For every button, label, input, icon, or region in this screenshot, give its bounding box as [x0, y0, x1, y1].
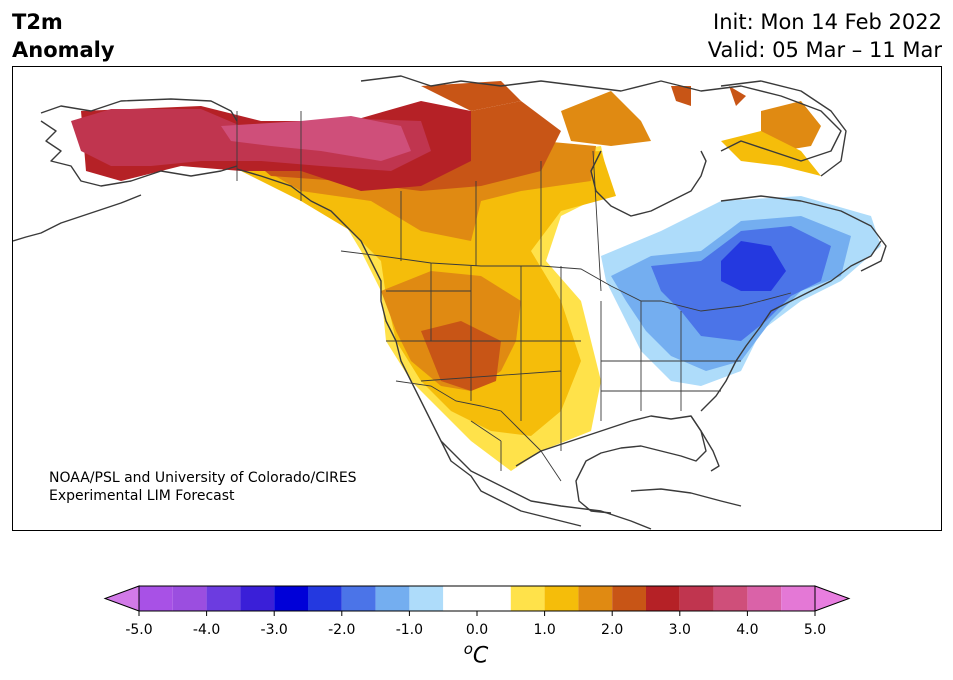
colorbar-bin-6 [341, 586, 376, 611]
anomaly-contour-m2p0 [721, 241, 786, 291]
coast-florida [690, 415, 720, 472]
border-us-states [386, 263, 741, 451]
anomaly-contour-3p5 [221, 116, 411, 161]
colorbar-bin-11 [544, 586, 579, 611]
colorbar-tick-label-2: -3.0 [260, 622, 288, 638]
anomaly-contour-2p5-greenland-e [729, 86, 746, 106]
colorbar-ticks [138, 611, 816, 616]
colorbar-tick-label-1: -4.0 [192, 622, 221, 638]
colorbar-bin-13 [612, 586, 646, 611]
colorbar-bin-8 [409, 586, 444, 611]
colorbar-bin-12 [578, 586, 613, 611]
border-canada-provinces [300, 111, 602, 292]
coast-greenland [720, 80, 847, 177]
init-date: Init: Mon 14 Feb 2022 [713, 10, 942, 34]
map-canvas [13, 75, 887, 530]
coast-gulf [515, 415, 707, 514]
coast-arctic-islands [360, 75, 842, 162]
colorbar-bin-1 [172, 586, 207, 611]
forecast-dates: Init: Mon 14 Feb 2022 Valid: 05 Mar – 11… [708, 8, 942, 64]
colorbar-bin-15 [679, 586, 714, 611]
colorbar-bin-10 [510, 586, 545, 611]
colorbar-bin-16 [713, 586, 748, 611]
colorbar-bin-4 [274, 586, 308, 611]
colorbar-bin-18 [781, 586, 815, 611]
coast-hudson-bay [590, 150, 707, 217]
coast-mexico [440, 440, 582, 527]
colorbar-bin-5 [308, 586, 342, 611]
colorbar-units: oC [464, 640, 489, 668]
colorbar-tick-label-7: 2.0 [601, 622, 624, 638]
anomaly-contour-2p0-ne [561, 91, 651, 146]
colorbar-bin-7 [375, 586, 410, 611]
colorbar-tick-label-6: 1.0 [533, 622, 556, 638]
colorbar-tick-label-4: -1.0 [395, 622, 424, 638]
colorbar-tick-label-9: 4.0 [736, 622, 759, 638]
colorbar-tick-label-0: -5.0 [125, 622, 153, 638]
valid-range: Valid: 05 Mar – 11 Mar [707, 38, 942, 62]
colorbar-bins [139, 586, 815, 611]
anomaly-contour-2p0-sw [421, 321, 501, 391]
coast-labrador [720, 195, 887, 272]
colorbar-bin-2 [206, 586, 241, 611]
units-degree: o [463, 640, 473, 658]
colorbar-bin-0 [139, 586, 173, 611]
coast-aleutians [13, 194, 142, 242]
anomaly-contour-2p5-greenland [671, 86, 691, 106]
coast-alaska [40, 98, 238, 187]
anomaly-map [12, 66, 942, 531]
colorbar-under-arrow [103, 585, 140, 612]
colorbar-tick-label-8: 3.0 [668, 622, 691, 638]
border-mexico-states [470, 420, 562, 482]
colorbar-bin-17 [747, 586, 782, 611]
attribution: NOAA/PSL and University of Colorado/CIRE… [49, 469, 357, 505]
plot-title: T2m Anomaly [12, 8, 115, 64]
colorbar-bin-14 [646, 586, 680, 611]
attribution-line2: Experimental LIM Forecast [49, 488, 235, 504]
coastlines [13, 75, 887, 530]
political-boundaries [236, 111, 792, 482]
colorbar-bin-9 [443, 586, 511, 611]
colorbar-tick-label-5: 0.0 [465, 622, 489, 638]
colorbar-bin-3 [240, 586, 275, 611]
border-us-mexico [395, 380, 542, 452]
units-celsius: C [472, 643, 489, 669]
cool-anomaly-field [601, 196, 881, 386]
title-variable: T2m [12, 10, 63, 34]
title-anomaly: Anomaly [12, 38, 115, 62]
colorbar-tick-label-3: -2.0 [328, 622, 356, 638]
coast-cuba [630, 488, 742, 507]
coast-pacific-nw [236, 168, 652, 530]
colorbar-over-arrow [814, 585, 851, 612]
coast-atlantic [700, 240, 882, 412]
colorbar-tick-label-10: 5.0 [803, 622, 827, 638]
attribution-line1: NOAA/PSL and University of Colorado/CIRE… [49, 470, 357, 486]
anomaly-contour-1p5-arctic [421, 81, 521, 111]
